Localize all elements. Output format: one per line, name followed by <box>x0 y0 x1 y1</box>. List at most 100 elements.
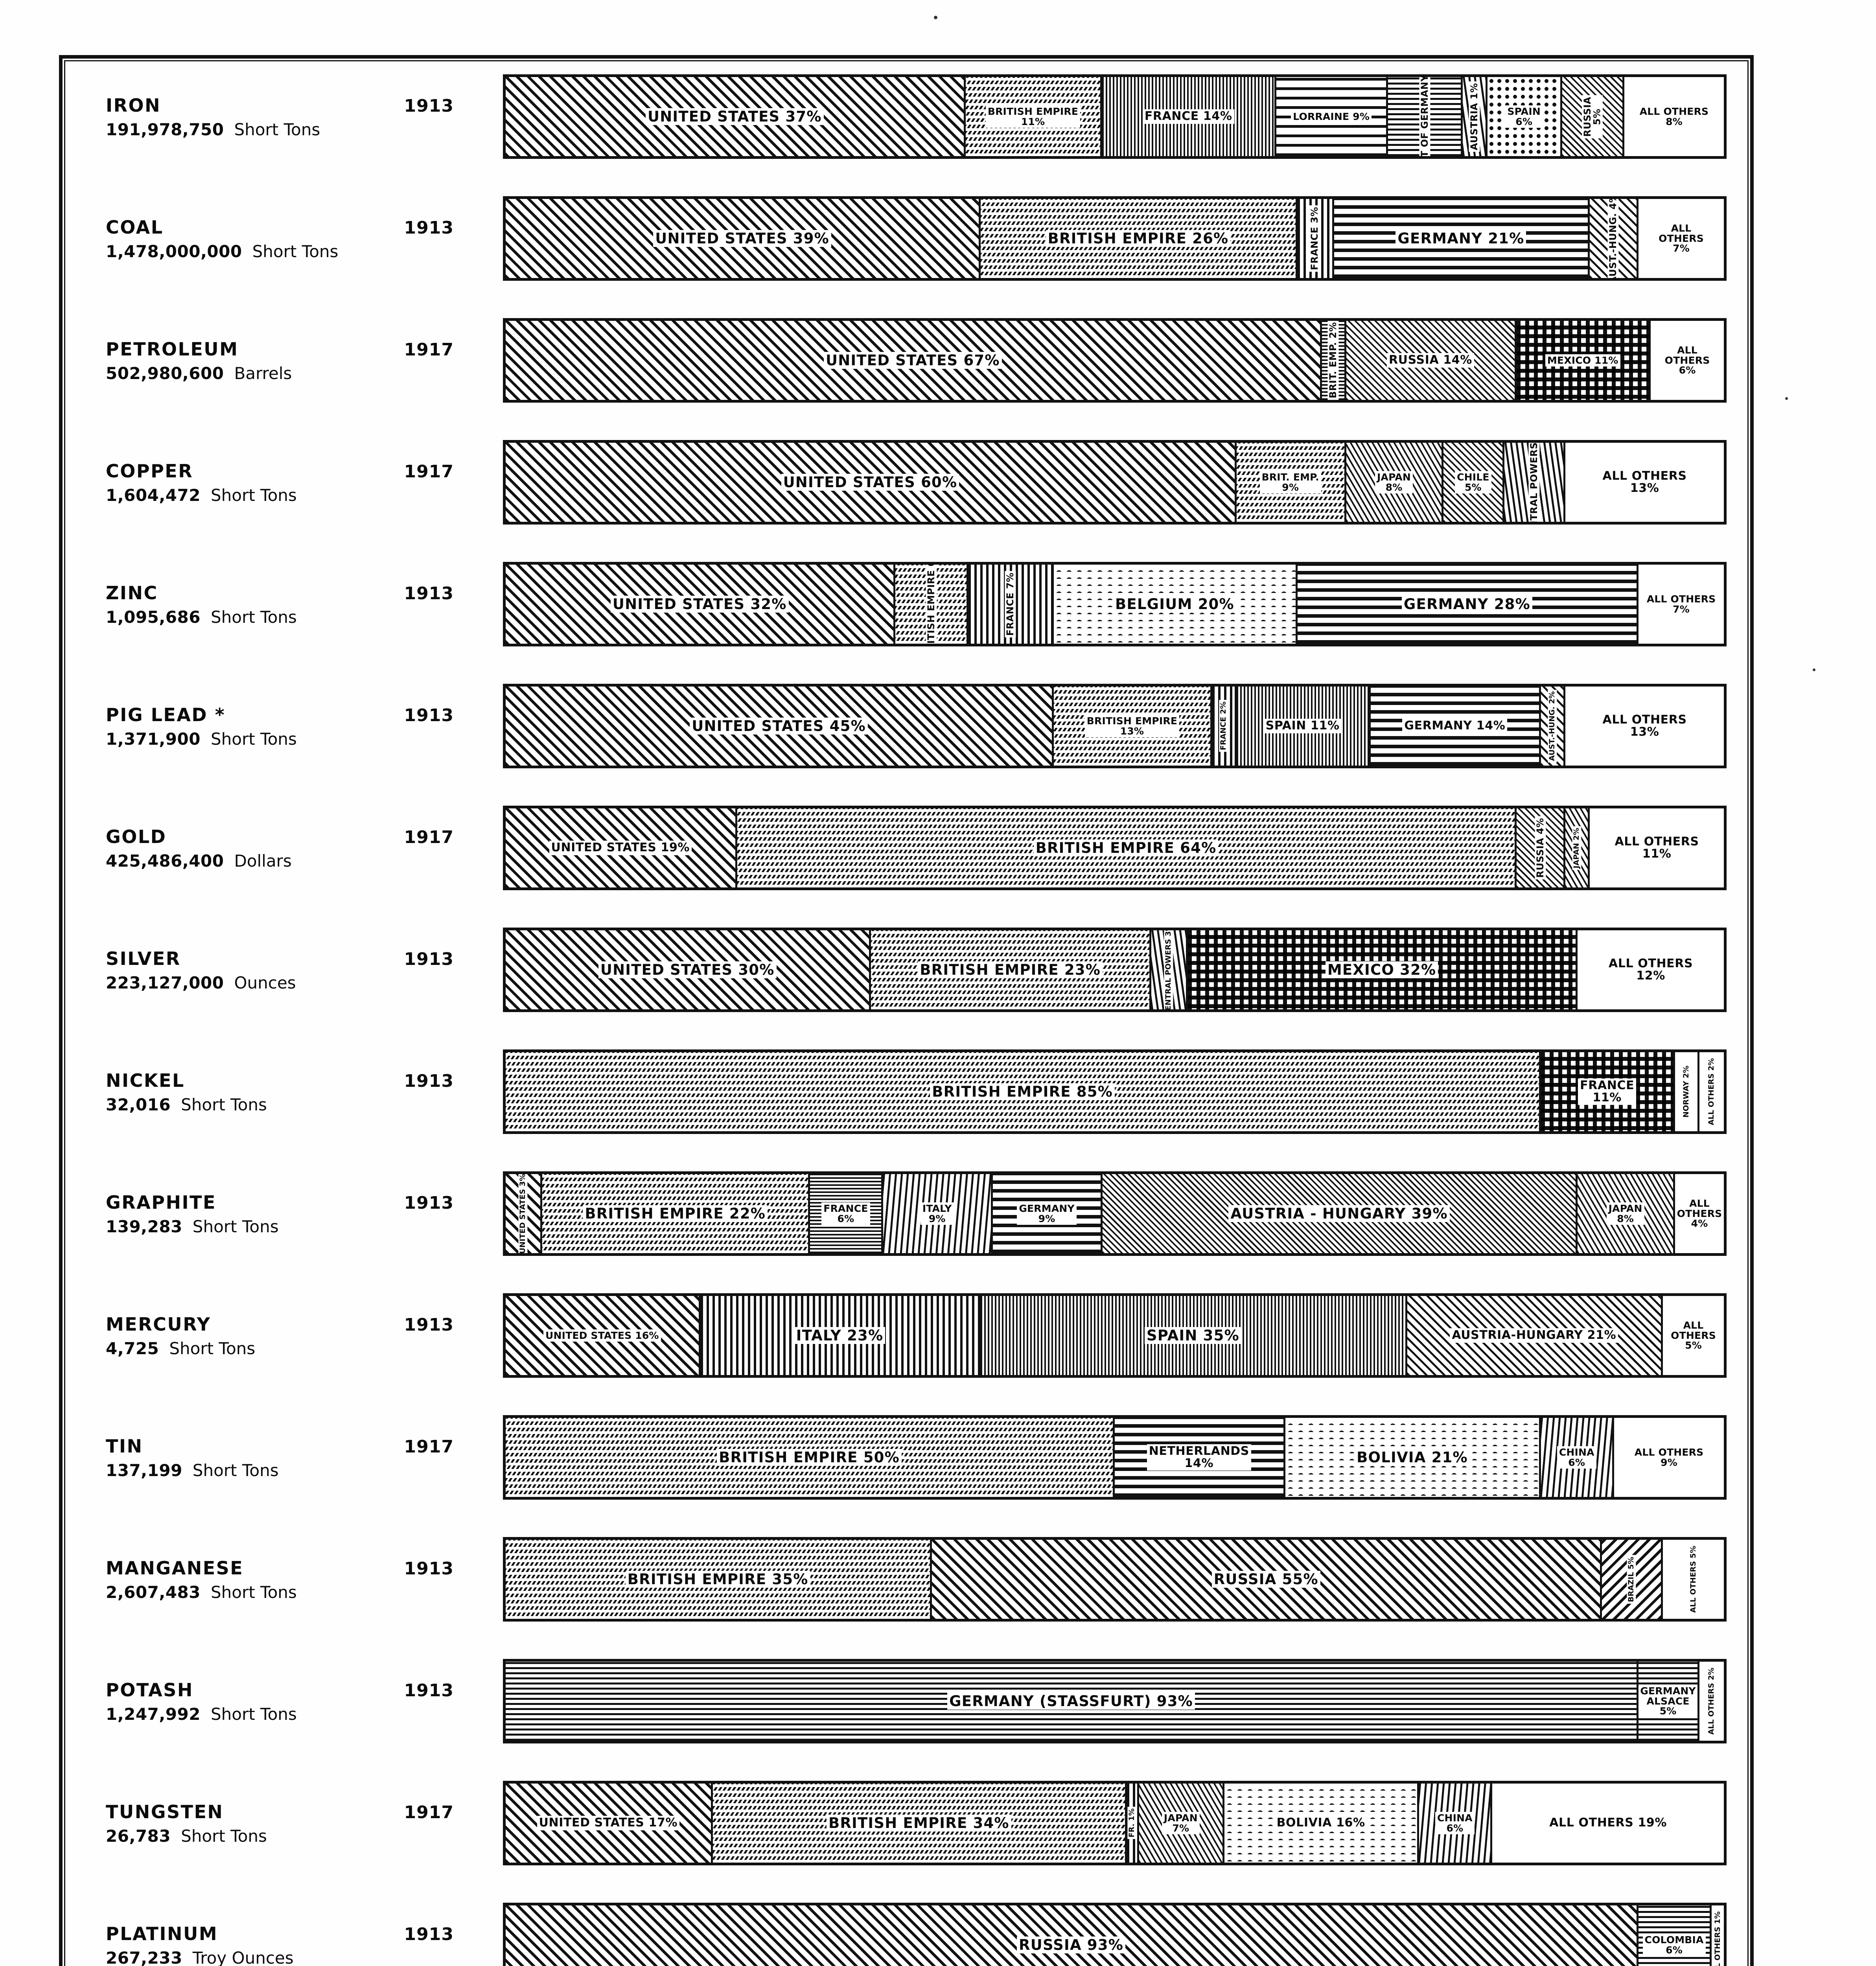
stacked-bar: UNITED STATES 60% BRIT. EMP. 9% JAPAN 8% CHIL… <box>503 440 1727 525</box>
mineral-year: 1913 <box>404 1924 454 1944</box>
bar-segment: JAPAN 2% <box>1565 808 1590 887</box>
mineral-amount: 223,127,000 <box>106 973 224 992</box>
stacked-bar: BRITISH EMPIRE 50% NETHERLANDS 14% BOLIVIA … <box>503 1415 1727 1500</box>
bar-segment: COLOMBIA 6% <box>1639 1905 1712 1966</box>
mineral-row: POTASH 1913 1,247,992 Short Tons GERMANY (ST… <box>63 1659 1750 1781</box>
mineral-name: IRON <box>106 95 161 116</box>
mineral-row: TIN 1917 137,199 Short Tons BRITISH EMPIRE 5… <box>63 1415 1750 1537</box>
mineral-unit: Short Tons <box>234 120 320 139</box>
mineral-unit: Short Tons <box>210 1705 297 1724</box>
segment-label: UNITED STATES 19% <box>549 841 692 855</box>
bar-segment: ITALY 9% <box>883 1174 993 1253</box>
mineral-amount: 32,016 <box>106 1095 171 1114</box>
mineral-unit: Short Tons <box>252 242 339 261</box>
mineral-name: MANGANESE <box>106 1557 244 1579</box>
segment-label: ALL OTHERS 6% <box>1662 344 1712 377</box>
mineral-label-cell: TIN 1917 137,199 Short Tons <box>63 1415 503 1480</box>
bar-segment: RUSSIA 5% <box>1562 77 1625 156</box>
segment-label: UNITED STATES 67% <box>823 352 1002 369</box>
bar-segment: BRITISH EMPIRE 85% <box>506 1052 1541 1131</box>
mineral-name: POTASH <box>106 1679 193 1701</box>
segment-label: JAPAN 7% <box>1162 1812 1200 1834</box>
stacked-bar: RUSSIA 93% COLOMBIA 6% ALL OTHERS 1% <box>503 1903 1727 1966</box>
bar-segment: ALL OTHERS 8% <box>1624 77 1724 156</box>
bar-segment: GERMANY (STASSFURT) 93% <box>506 1662 1639 1741</box>
bar-segment: BOLIVIA 21% <box>1285 1418 1541 1497</box>
bar-segment: SPAIN 35% <box>981 1296 1407 1375</box>
mineral-amount: 26,783 <box>106 1826 171 1846</box>
bar-segment: AUST.-HUNG. 2% <box>1541 687 1566 766</box>
bar-segment: ALL OTHERS 7% <box>1639 199 1724 278</box>
segment-label: ALL OTHERS 7% <box>1657 222 1706 255</box>
stacked-bar: BRITISH EMPIRE 85% FRANCE 11% NORWAY 2% ALL … <box>503 1049 1727 1134</box>
mineral-unit: Short Tons <box>181 1095 267 1114</box>
bar-segment: ALL OTHERS 4% <box>1675 1174 1724 1253</box>
mineral-year: 1913 <box>404 96 454 116</box>
mineral-label-cell: SILVER 1913 223,127,000 Ounces <box>63 928 503 992</box>
mineral-label-cell: PETROLEUM 1917 502,980,600 Barrels <box>63 318 503 383</box>
segment-label: FRANCE 14% <box>1142 109 1234 124</box>
mineral-label-cell: MERCURY 1913 4,725 Short Tons <box>63 1293 503 1358</box>
bar-segment: NETHERLANDS 14% <box>1115 1418 1285 1497</box>
segment-label: UNITED STATES 32% <box>610 595 789 613</box>
segment-label: GERMANY ALSACE 5% <box>1639 1685 1698 1717</box>
segment-label: CHILE 5% <box>1455 471 1491 493</box>
segment-label: FR. 1% <box>1127 1807 1137 1839</box>
bar-segment: SPAIN 11% <box>1236 687 1371 766</box>
bar-segment: JAPAN 7% <box>1139 1784 1224 1863</box>
segment-label: AUST.-HUNG. 4% <box>1607 199 1619 278</box>
segment-label: UNITED STATES 60% <box>781 473 959 491</box>
segment-label: FRANCE 11% <box>1578 1078 1637 1105</box>
segment-label: AUSTRIA - HUNGARY 39% <box>1228 1205 1450 1222</box>
bar-wrapper: UNITED STATES 17% BRITISH EMPIRE 34% FR. 1… <box>503 1781 1727 1865</box>
segment-label: CHINA 6% <box>1435 1812 1475 1834</box>
segment-label: MEXICO 32% <box>1325 961 1438 979</box>
segment-label: ALL OTHERS 7% <box>1644 593 1718 615</box>
stacked-bar: UNITED STATES 3% BRITISH EMPIRE 22% FRANCE… <box>503 1171 1727 1256</box>
mineral-amount: 4,725 <box>106 1339 159 1358</box>
mineral-name: SILVER <box>106 948 181 969</box>
bar-segment: BRITISH EMPIRE 34% <box>712 1784 1127 1863</box>
mineral-name: COAL <box>106 217 164 238</box>
mineral-unit: Short Tons <box>192 1217 279 1236</box>
page-speck <box>934 16 937 19</box>
bar-segment: UNITED STATES 30% <box>506 930 871 1009</box>
mineral-label-cell: PIG LEAD * 1913 1,371,900 Short Tons <box>63 684 503 749</box>
bar-segment: BRITISH EMPIRE 13% <box>1054 687 1212 766</box>
bar-wrapper: GERMANY (STASSFURT) 93% GERMANY ALSACE 5% AL… <box>503 1659 1727 1743</box>
segment-label: BELGIUM 20% <box>1113 595 1236 613</box>
mineral-row: NICKEL 1913 32,016 Short Tons BRITISH EMPIRE… <box>63 1049 1750 1171</box>
mineral-unit: Troy Ounces <box>192 1948 294 1966</box>
mineral-unit: Short Tons <box>210 729 297 749</box>
segment-label: ALL OTHERS 13% <box>1600 712 1689 740</box>
segment-label: CHINA 6% <box>1557 1446 1596 1469</box>
mineral-label-cell: COPPER 1917 1,604,472 Short Tons <box>63 440 503 505</box>
stacked-bar: UNITED STATES 39% BRITISH EMPIRE 26% FRANC… <box>503 196 1727 281</box>
mineral-amount: 1,371,900 <box>106 729 201 749</box>
segment-label: SPAIN 35% <box>1144 1327 1241 1344</box>
bar-segment: ALL OTHERS 12% <box>1578 930 1724 1009</box>
bar-segment: BRAZIL 5% <box>1602 1540 1663 1619</box>
bar-segment: MEXICO 32% <box>1187 930 1578 1009</box>
bar-segment: GERMANY 28% <box>1297 565 1639 644</box>
mineral-row: IRON 1913 191,978,750 Short Tons UNITED STAT… <box>63 74 1750 196</box>
bar-segment: BRITISH EMPIRE 64% <box>737 808 1517 887</box>
bar-wrapper: UNITED STATES 19% BRITISH EMPIRE 64% RUSSI… <box>503 806 1727 890</box>
segment-label: COLOMBIA 6% <box>1642 1934 1706 1956</box>
segment-label: RUSSIA 4% <box>1534 816 1546 880</box>
mineral-amount: 137,199 <box>106 1461 182 1480</box>
segment-label: ALL OTHERS 8% <box>1637 105 1711 128</box>
bar-segment: ALL OTHERS 5% <box>1663 1296 1724 1375</box>
mineral-row: GRAPHITE 1913 139,283 Short Tons UNITED STAT… <box>63 1171 1750 1293</box>
bar-segment: REST OF GERMANY 6% <box>1388 77 1463 156</box>
segment-label: UNITED STATES 39% <box>653 230 831 247</box>
segment-label: MEXICO 11% <box>1545 354 1620 367</box>
segment-label: NORWAY 2% <box>1681 1064 1691 1119</box>
segment-label: GERMANY 9% <box>1017 1202 1077 1225</box>
mineral-amount: 1,095,686 <box>106 607 201 627</box>
mineral-year: 1917 <box>404 462 454 482</box>
mineral-year: 1917 <box>404 827 454 847</box>
mineral-amount: 502,980,600 <box>106 364 224 383</box>
mineral-label-cell: IRON 1913 191,978,750 Short Tons <box>63 74 503 139</box>
